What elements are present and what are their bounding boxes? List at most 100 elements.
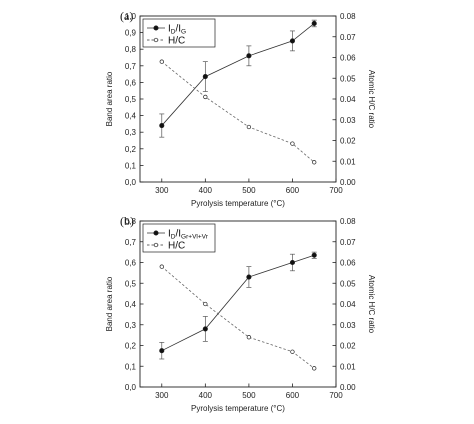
y-axis-label: Band area ratio [105, 71, 114, 126]
data-point-2 [290, 141, 295, 146]
panel-label: (a) [120, 9, 133, 23]
y2-tick-label: 0.06 [340, 54, 356, 63]
legend-entry: H/C [168, 241, 185, 252]
y-tick-label: 1,0 [125, 12, 137, 21]
x-tick-label: 400 [199, 186, 213, 195]
data-point-2 [290, 349, 295, 354]
data-point-1 [159, 123, 165, 129]
series-line-1 [161, 254, 315, 352]
y2-tick-label: 0.02 [340, 342, 356, 351]
data-point-1 [289, 38, 295, 44]
y-tick-label: 0,2 [125, 342, 137, 351]
legend-entry: ID/IGr+Vl+Vr [168, 229, 209, 241]
x-tick-label: 700 [329, 391, 343, 400]
data-point-2 [203, 301, 208, 307]
y2-tick-label: 0.03 [340, 116, 356, 125]
legend-marker [153, 25, 159, 31]
panel-label: (b) [120, 214, 134, 228]
y2-tick-label: 0.00 [340, 383, 356, 392]
data-point-2 [159, 264, 164, 269]
chart-panel-2: (b) 300 400 500 600 700 0,0 0,1 0,2 0,3 0,4 0,5 0,6 0… [105, 214, 376, 413]
legend-subscript: Gr+Vl+Vr [181, 234, 209, 241]
data-point-1 [311, 20, 317, 27]
y-tick-label: 0,5 [125, 279, 137, 288]
y2-axis-label: Atomic H/C ratio [367, 70, 376, 129]
y-tick-label: 0,9 [125, 29, 137, 38]
x-tick-label: 300 [155, 186, 169, 195]
data-point-2 [246, 335, 252, 340]
y-tick-label: 0,3 [125, 128, 137, 137]
y2-tick-label: 0.02 [340, 137, 356, 146]
x-tick-label: 500 [242, 391, 256, 400]
legend-marker [153, 37, 159, 43]
data-point-1 [246, 53, 252, 59]
legend-text: I [168, 229, 171, 240]
y-tick-label: 0,6 [125, 78, 137, 87]
y-tick-label: 0,8 [125, 217, 137, 226]
series-line-2 [161, 266, 315, 369]
y2-tick-label: 0.05 [340, 279, 356, 288]
y-tick-label: 0,6 [125, 259, 137, 268]
legend-subscript: D [171, 29, 176, 36]
y-tick-label: 0,1 [125, 362, 137, 371]
legend-entry: H/C [168, 36, 185, 47]
y2-tick-label: 0.05 [340, 74, 356, 83]
y2-tick-label: 0.07 [340, 238, 356, 247]
y2-tick-label: 0.06 [340, 259, 356, 268]
legend-text: I [168, 24, 171, 35]
x-tick-label: 700 [329, 186, 343, 195]
data-point-2 [159, 59, 164, 64]
y-tick-label: 0,7 [125, 238, 137, 247]
x-tick-label: 600 [286, 186, 300, 195]
y2-tick-label: 0.04 [340, 95, 356, 104]
y-tick-label: 0,0 [125, 178, 137, 187]
x-tick-label: 500 [242, 186, 256, 195]
y-tick-label: 0,7 [125, 62, 137, 71]
y2-axis-label: Atomic H/C ratio [367, 275, 376, 334]
y2-tick-label: 0.08 [340, 217, 356, 226]
legend-text: /I [175, 229, 181, 240]
y-tick-label: 0,2 [125, 145, 137, 154]
legend-text: /I [175, 24, 181, 35]
data-point-2 [203, 94, 208, 100]
data-point-1 [159, 348, 165, 354]
y-tick-label: 0,8 [125, 45, 137, 54]
data-point-2 [312, 366, 317, 371]
y2-tick-label: 0.03 [340, 321, 356, 330]
data-point-1 [289, 259, 295, 266]
legend-box [142, 223, 216, 253]
chart-panel-1: (a) 300 400 500 600 700 0,0 0,1 0,2 0,3 0,4 0,5 0,6 0… [105, 9, 376, 208]
y-tick-label: 0,5 [125, 95, 137, 104]
x-tick-label: 600 [286, 391, 300, 400]
y2-tick-label: 0.04 [340, 300, 356, 309]
y-tick-label: 0,3 [125, 321, 137, 330]
data-point-1 [202, 326, 208, 332]
y2-tick-label: 0.01 [340, 362, 356, 371]
y-tick-label: 0,4 [125, 300, 137, 309]
x-tick-label: 300 [155, 391, 169, 400]
x-tick-label: 400 [199, 391, 213, 400]
data-point-1 [202, 74, 208, 80]
y-tick-label: 0,4 [125, 112, 137, 121]
y2-tick-label: 0.00 [340, 178, 356, 187]
legend-marker [153, 230, 159, 236]
y-tick-label: 0,1 [125, 161, 137, 170]
data-point-2 [246, 124, 252, 130]
legend-entry: ID/IG [168, 24, 186, 36]
legend-subscript: G [181, 29, 186, 36]
x-axis-label: Pyrolysis temperature (°C) [191, 199, 285, 208]
series-line-2 [161, 61, 315, 163]
y-tick-label: 0,0 [125, 383, 137, 392]
y-axis-label: Band area ratio [105, 276, 114, 331]
legend-marker [153, 242, 159, 248]
y2-tick-label: 0.08 [340, 12, 356, 21]
legend-box [142, 18, 216, 48]
legend-subscript: D [171, 234, 176, 241]
x-axis-label: Pyrolysis temperature (°C) [191, 404, 285, 413]
y2-tick-label: 0.07 [340, 33, 356, 42]
data-point-1 [246, 274, 252, 280]
data-point-1 [311, 252, 317, 258]
data-point-2 [312, 160, 317, 165]
y2-tick-label: 0.01 [340, 157, 356, 166]
